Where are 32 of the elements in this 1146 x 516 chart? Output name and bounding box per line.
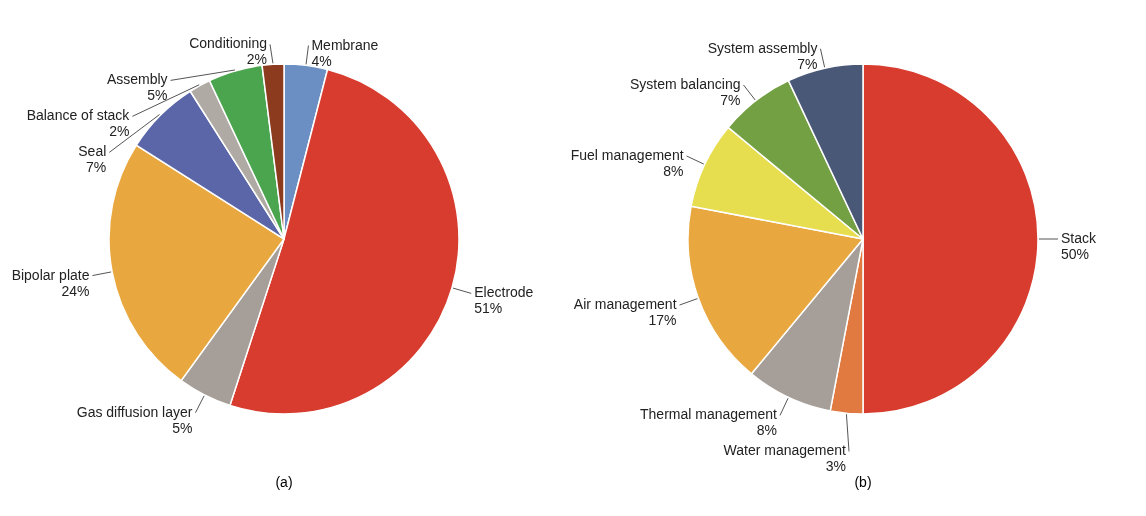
slice-label: Stack — [1061, 230, 1098, 246]
data-label: 7% — [86, 159, 107, 176]
data-label: 24% — [61, 282, 90, 299]
slice-label: Thermal management — [640, 406, 778, 423]
data-label: 4% — [311, 52, 332, 69]
data-label: 7% — [797, 55, 818, 72]
data-label: 2% — [246, 51, 267, 68]
data-label: 17% — [648, 312, 677, 329]
data-label: 5% — [147, 87, 168, 104]
data-label: 3% — [825, 458, 846, 475]
data-label: 8% — [756, 422, 777, 439]
slice-label: Electrode — [474, 284, 534, 301]
data-label: 7% — [720, 91, 741, 108]
slice-label: Membrane — [311, 36, 379, 53]
data-label: 5% — [172, 419, 193, 436]
data-label: 2% — [109, 123, 130, 140]
slice-label: Air management — [573, 296, 677, 313]
data-label: 51% — [474, 300, 503, 317]
slice-label: Fuel management — [570, 146, 684, 163]
slice-label: Bipolar plate — [11, 266, 90, 283]
slice-label: Seal — [78, 143, 107, 160]
slice-label: Water management — [723, 442, 847, 459]
text: (a) — [275, 474, 293, 490]
slice-label: System assembly — [707, 39, 818, 56]
text: (b) — [854, 474, 872, 491]
slice-label: Conditioning — [189, 35, 267, 52]
slice-label: System balancing — [629, 75, 741, 92]
slice-label: Assembly — [106, 71, 168, 88]
slice-label: Balance of stack — [26, 107, 131, 124]
slice-label: Gas diffusion layer — [76, 403, 193, 420]
data-label: 8% — [663, 162, 684, 179]
data-label: 50% — [1061, 246, 1090, 262]
